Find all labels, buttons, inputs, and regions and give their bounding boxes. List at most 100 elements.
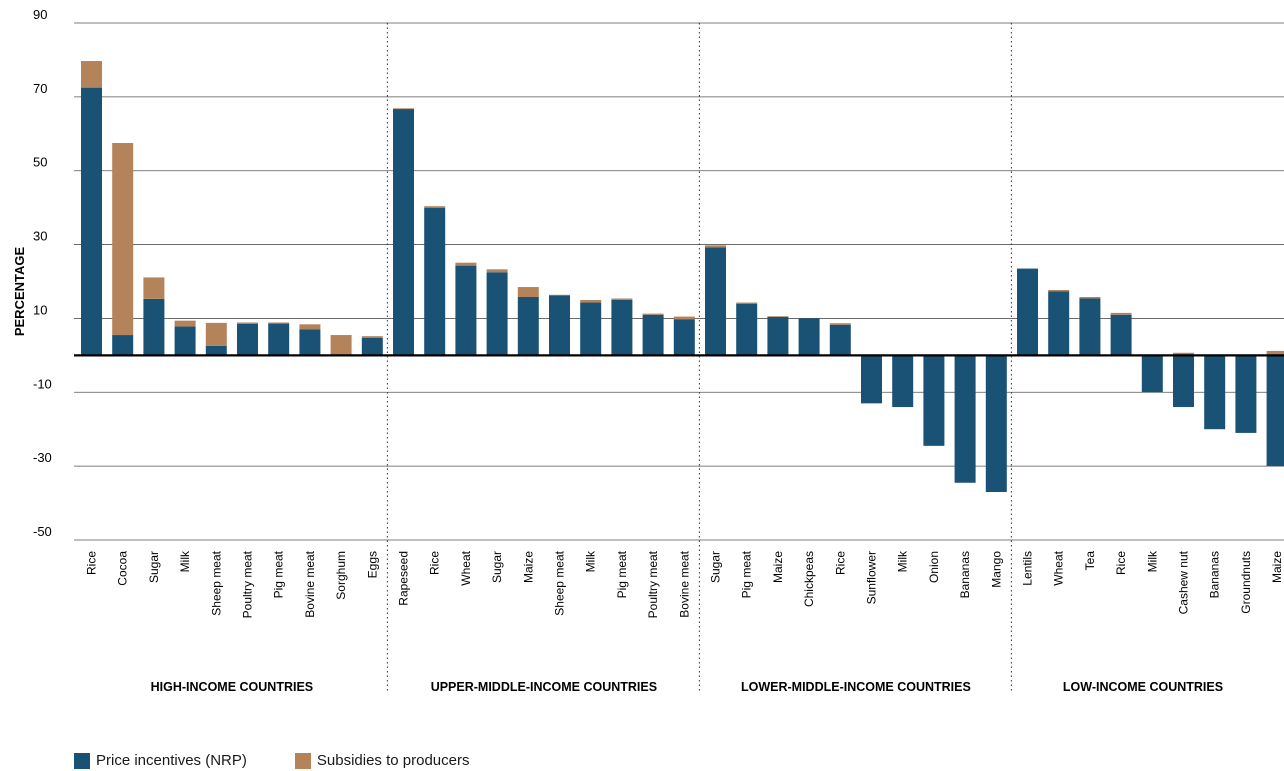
- bar-subsidy: [299, 324, 321, 330]
- bar-subsidy: [237, 322, 258, 324]
- bar-nrp: [81, 87, 102, 356]
- bar-subsidy: [1110, 312, 1132, 315]
- bar-nrp: [517, 297, 539, 356]
- bar-nrp: [1266, 355, 1284, 467]
- legend-swatch-nrp: [74, 752, 90, 769]
- category-label: Maize: [521, 551, 535, 583]
- bar-nrp: [642, 314, 664, 356]
- bar-nrp: [611, 299, 633, 356]
- category-label: Rice: [1114, 551, 1128, 575]
- category-label: Sheep meat: [209, 550, 223, 615]
- bar-nrp: [205, 345, 227, 356]
- bar-nrp: [393, 109, 414, 356]
- legend-item-nrp: Price incentives (NRP): [74, 752, 247, 769]
- category-label: Groundnuts: [1239, 551, 1253, 614]
- category-label: Bovine meat: [303, 550, 317, 617]
- category-label: Tea: [1083, 551, 1097, 571]
- bar-subsidy: [330, 335, 352, 356]
- bar-subsidy: [455, 262, 477, 266]
- group-label: LOW-INCOME COUNTRIES: [1063, 680, 1223, 694]
- y-tick-label: -30: [33, 450, 52, 465]
- category-label: Onion: [927, 551, 941, 583]
- category-label: Cocoa: [116, 551, 130, 586]
- bar-nrp: [1141, 355, 1163, 393]
- category-label: Sugar: [147, 551, 161, 583]
- bar-nrp: [673, 319, 695, 356]
- category-label: Pig meat: [272, 550, 286, 598]
- bar-subsidy: [174, 320, 196, 327]
- bar-subsidy: [81, 61, 102, 88]
- bar-nrp: [861, 355, 882, 404]
- bar-nrp: [549, 295, 570, 356]
- bar-subsidy: [829, 323, 851, 325]
- bar-nrp: [237, 323, 258, 356]
- category-label: Maize: [1270, 551, 1284, 583]
- bar-subsidy: [642, 313, 664, 315]
- bar-nrp: [268, 323, 290, 356]
- bar-nrp: [736, 303, 758, 356]
- bar-nrp: [299, 329, 321, 356]
- y-axis-title: PERCENTAGE: [12, 247, 27, 337]
- bar-subsidy: [486, 269, 508, 273]
- bar-subsidy: [112, 143, 134, 336]
- category-label: Sugar: [490, 551, 504, 583]
- bar-subsidy: [393, 108, 414, 110]
- bar-nrp: [361, 338, 383, 356]
- bar-subsidy: [424, 206, 446, 209]
- group-label: UPPER-MIDDLE-INCOME COUNTRIES: [431, 680, 657, 694]
- bar-subsidy: [517, 287, 539, 298]
- bar-nrp: [985, 355, 1007, 492]
- bar-nrp: [954, 355, 976, 483]
- bar-subsidy: [205, 322, 227, 346]
- bar-nrp: [829, 324, 851, 356]
- bar-subsidy: [736, 302, 758, 304]
- bar-nrp: [455, 265, 477, 356]
- category-label: Sorghum: [334, 551, 348, 600]
- category-label: Chickpeas: [802, 551, 816, 607]
- category-label: Milk: [1145, 550, 1159, 572]
- bar-nrp: [798, 318, 820, 356]
- legend-label-subsidy: Subsidies to producers: [316, 752, 470, 769]
- bar-subsidy: [361, 336, 383, 339]
- category-label: Rice: [428, 551, 442, 575]
- bar-nrp: [486, 272, 508, 356]
- bar-subsidy: [611, 298, 633, 300]
- bar-subsidy: [767, 316, 789, 317]
- bar-nrp: [112, 335, 134, 356]
- category-label: Sunflower: [865, 551, 879, 604]
- category-label: Maize: [771, 551, 785, 583]
- category-label: Wheat: [1052, 550, 1066, 585]
- category-label: Milk: [178, 550, 192, 572]
- bar-subsidy: [268, 322, 290, 324]
- category-label: Bananas: [958, 551, 972, 598]
- y-tick-label: 70: [33, 81, 47, 96]
- category-label: Milk: [584, 550, 598, 572]
- bar-subsidy: [1173, 352, 1194, 356]
- bar-subsidy: [673, 316, 695, 320]
- y-tick-label: -50: [33, 524, 52, 539]
- bar-nrp: [892, 355, 914, 408]
- category-label: Rice: [85, 551, 99, 575]
- bar-subsidy: [705, 245, 726, 248]
- category-label: Poultry meat: [241, 550, 255, 618]
- y-tick-label: -10: [33, 376, 52, 391]
- bar-nrp: [705, 247, 726, 356]
- legend-label-nrp: Price incentives (NRP): [96, 752, 247, 769]
- bar-nrp: [1204, 355, 1226, 430]
- bar-nrp: [1017, 268, 1038, 356]
- category-label: Poultry meat: [646, 550, 660, 618]
- bar-nrp: [1110, 314, 1132, 356]
- bar-nrp: [580, 302, 602, 356]
- bar-subsidy: [1079, 297, 1101, 299]
- bar-nrp: [767, 316, 789, 356]
- category-label: Bananas: [1208, 551, 1222, 598]
- category-label: Eggs: [365, 551, 379, 578]
- category-label: Mango: [989, 551, 1003, 588]
- bar-subsidy: [580, 299, 602, 303]
- group-label: HIGH-INCOME COUNTRIES: [151, 680, 314, 694]
- category-label: Wheat: [459, 550, 473, 585]
- bar-subsidy: [1266, 350, 1284, 356]
- category-label: Pig meat: [740, 550, 754, 598]
- bar-nrp: [923, 355, 945, 446]
- bar-nrp: [1173, 355, 1194, 408]
